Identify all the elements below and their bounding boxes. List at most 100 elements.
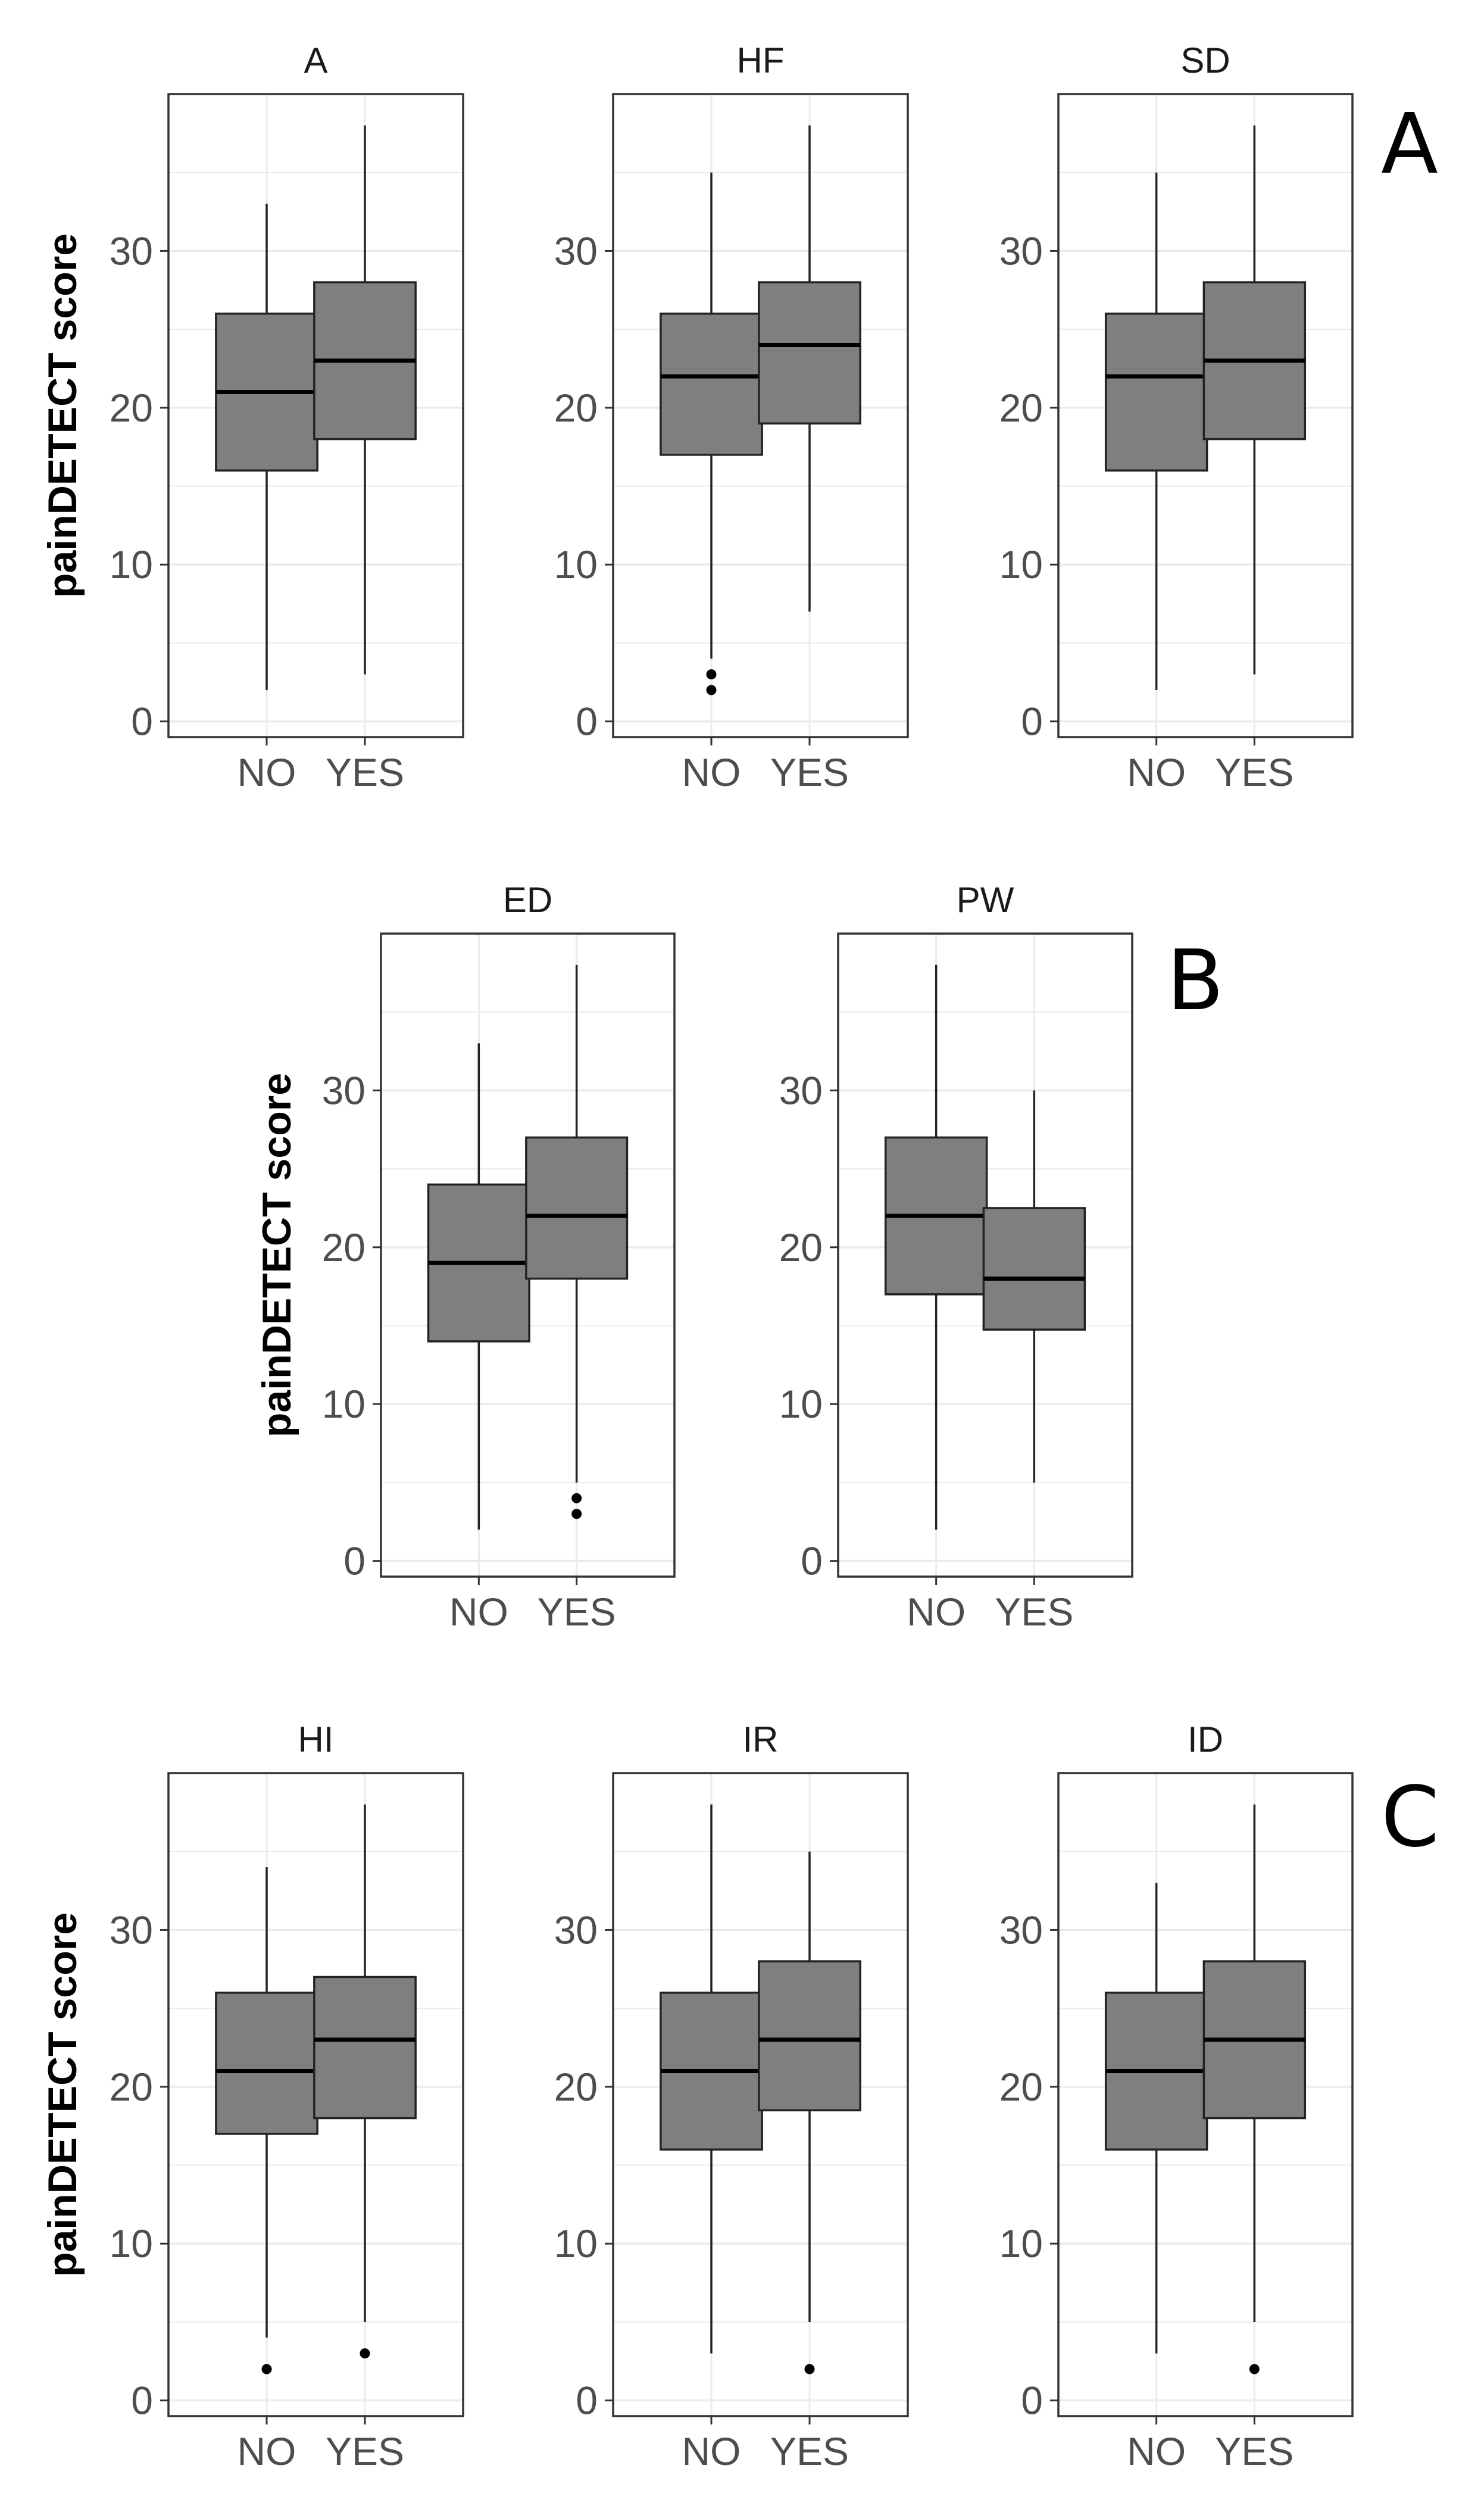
panel-c-facet-id: 0 10 20 30 NO YES ID bbox=[999, 1720, 1354, 2473]
y-tick-label: 30 bbox=[554, 1908, 598, 1952]
panel-border bbox=[612, 1772, 909, 2417]
panel-a-facet-a: 0 10 20 30 NO YES A bbox=[110, 40, 464, 794]
x-tick-label: NO bbox=[682, 2429, 741, 2473]
x-tick-label: YES bbox=[770, 750, 849, 794]
panel-c-facet-ir-box-no bbox=[660, 1804, 763, 2354]
panel-border bbox=[1057, 93, 1354, 738]
y-tick-label: 20 bbox=[322, 1225, 365, 1269]
y-tick-label: 30 bbox=[110, 229, 153, 273]
iqr-box bbox=[758, 281, 861, 425]
x-tick-label: NO bbox=[449, 1590, 508, 1634]
y-tick-label: 10 bbox=[322, 1382, 365, 1426]
panel-b-facet-pw: 0 10 20 30 NO YES PW bbox=[779, 880, 1133, 1634]
x-tick-label: YES bbox=[1215, 750, 1294, 794]
panel-a-facet-sd-box-yes bbox=[1202, 125, 1307, 675]
panel-a-facet-a-box-yes bbox=[313, 125, 417, 675]
y-tick-label: 20 bbox=[110, 386, 153, 430]
panel-c-facet-id-title: ID bbox=[1188, 1720, 1223, 1759]
panel-a-y-axis-label: painDETECT score bbox=[40, 233, 85, 598]
outlier-point bbox=[261, 2364, 272, 2374]
y-tick-label: 10 bbox=[110, 542, 153, 586]
panel-c-y-axis-label: painDETECT score bbox=[40, 1912, 85, 2277]
panel-a-facet-a-box-no bbox=[215, 204, 318, 690]
y-tick-label: 20 bbox=[110, 2065, 153, 2109]
y-tick-label: 30 bbox=[999, 229, 1043, 273]
panel-letter-b: B bbox=[1167, 932, 1224, 1029]
panel-a-facet-hf: 0 10 20 30 NO YES HF bbox=[554, 40, 909, 794]
x-tick-label: YES bbox=[326, 2429, 404, 2473]
y-tick-label: 30 bbox=[110, 1908, 153, 1952]
iqr-box bbox=[660, 313, 763, 456]
panel-c-facet-id-box-no bbox=[1104, 1883, 1208, 2354]
panel-border bbox=[612, 93, 909, 738]
x-tick-label: YES bbox=[995, 1590, 1073, 1634]
y-tick-label: 10 bbox=[554, 2221, 598, 2266]
panel-border bbox=[1057, 1772, 1354, 2417]
panel-letter-c: C bbox=[1381, 1769, 1439, 1866]
y-tick-label: 20 bbox=[999, 2065, 1043, 2109]
outlier-point bbox=[571, 1493, 582, 1503]
x-tick-label: NO bbox=[238, 750, 296, 794]
y-tick-label: 20 bbox=[779, 1225, 823, 1269]
panel-c-facet-hi-title: HI bbox=[298, 1720, 334, 1759]
panel-c-facet-hi-box-yes bbox=[313, 1804, 417, 2359]
y-tick-label: 0 bbox=[343, 1539, 365, 1583]
outlier-point bbox=[571, 1509, 582, 1519]
panel-b-facet-pw-title: PW bbox=[957, 880, 1014, 920]
y-tick-label: 30 bbox=[554, 229, 598, 273]
y-tick-label: 10 bbox=[779, 1382, 823, 1426]
panel-b-y-axis-label: painDETECT score bbox=[254, 1073, 299, 1437]
panel-a-facet-hf-box-yes bbox=[758, 125, 861, 612]
outlier-point bbox=[706, 669, 717, 680]
iqr-box bbox=[525, 1136, 629, 1280]
panel-c-facet-hi: 0 10 20 30 NO YES HI bbox=[110, 1720, 464, 2473]
x-tick-label: YES bbox=[1215, 2429, 1294, 2473]
x-tick-label: NO bbox=[1127, 750, 1186, 794]
panel-a-facet-hf-title: HF bbox=[737, 40, 785, 80]
x-tick-label: YES bbox=[770, 2429, 849, 2473]
panel-c-facet-ir-box-yes bbox=[758, 1851, 861, 2374]
y-tick-label: 0 bbox=[1021, 2379, 1043, 2423]
iqr-box bbox=[1104, 313, 1208, 472]
panel-border bbox=[167, 1772, 464, 2417]
y-tick-label: 30 bbox=[779, 1068, 823, 1112]
panel-c-facet-hi-box-no bbox=[215, 1867, 318, 2374]
panel-a-facet-sd-title: SD bbox=[1180, 40, 1230, 80]
y-tick-label: 0 bbox=[576, 700, 598, 744]
panel-a-facet-a-title: A bbox=[304, 40, 327, 80]
panel-border bbox=[837, 932, 1133, 1578]
x-tick-label: YES bbox=[326, 750, 404, 794]
iqr-box bbox=[215, 1992, 318, 2135]
x-tick-label: YES bbox=[538, 1590, 616, 1634]
panel-b-facet-pw-box-yes bbox=[982, 1090, 1086, 1483]
panel-border bbox=[380, 932, 676, 1578]
panel-b-facet-ed-box-yes bbox=[525, 965, 629, 1519]
y-tick-label: 10 bbox=[999, 542, 1043, 586]
iqr-box bbox=[758, 1960, 861, 2112]
panel-c-facet-ir: 0 10 20 30 NO YES IR bbox=[554, 1720, 909, 2473]
y-tick-label: 10 bbox=[554, 542, 598, 586]
y-tick-label: 0 bbox=[131, 700, 153, 744]
y-tick-label: 10 bbox=[110, 2221, 153, 2266]
y-tick-label: 0 bbox=[576, 2379, 598, 2423]
y-tick-label: 20 bbox=[554, 386, 598, 430]
y-tick-label: 10 bbox=[999, 2221, 1043, 2266]
iqr-box bbox=[313, 1976, 417, 2120]
outlier-point bbox=[360, 2348, 370, 2359]
x-tick-label: NO bbox=[238, 2429, 296, 2473]
x-tick-label: NO bbox=[907, 1590, 966, 1634]
panel-b-facet-ed: 0 10 20 30 NO YES ED bbox=[322, 880, 676, 1634]
outlier-point bbox=[706, 685, 717, 695]
x-tick-label: NO bbox=[682, 750, 741, 794]
panel-a-facet-sd-box-no bbox=[1104, 172, 1208, 690]
panel-b-facet-ed-title: ED bbox=[503, 880, 552, 920]
panel-c-facet-ir-title: IR bbox=[743, 1720, 779, 1759]
x-tick-label: NO bbox=[1127, 2429, 1186, 2473]
panel-border bbox=[167, 93, 464, 738]
y-tick-label: 30 bbox=[999, 1908, 1043, 1952]
y-tick-label: 0 bbox=[801, 1539, 823, 1583]
panel-letter-a: A bbox=[1381, 96, 1438, 193]
y-tick-label: 0 bbox=[131, 2379, 153, 2423]
panel-c-facet-id-box-yes bbox=[1202, 1804, 1307, 2374]
